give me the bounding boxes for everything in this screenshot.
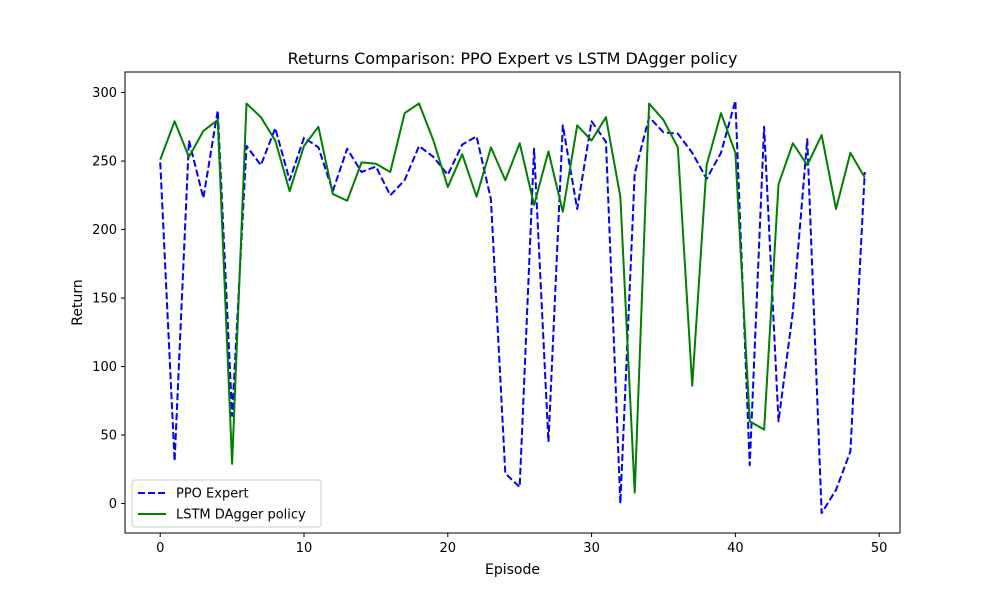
x-tick-label: 20 bbox=[440, 541, 457, 556]
series-line-1 bbox=[159, 99, 866, 515]
y-tick-label: 200 bbox=[92, 223, 117, 238]
x-axis: 0 10 20 30 40 50 bbox=[156, 533, 887, 556]
series-layer bbox=[159, 99, 866, 515]
x-tick-label: 30 bbox=[583, 541, 600, 556]
x-tick-label: 50 bbox=[871, 541, 888, 556]
series-line-2 bbox=[159, 102, 866, 494]
x-axis-label: Episode bbox=[485, 562, 540, 578]
y-tick-label: 50 bbox=[100, 429, 117, 444]
y-tick-label: 300 bbox=[92, 86, 117, 101]
y-tick-label: 250 bbox=[92, 155, 117, 170]
chart-title: Returns Comparison: PPO Expert vs LSTM D… bbox=[288, 49, 738, 68]
x-tick-label: 10 bbox=[296, 541, 313, 556]
legend-label-2: LSTM DAgger policy bbox=[176, 508, 306, 523]
legend-box bbox=[131, 479, 322, 528]
x-tick-label: 40 bbox=[727, 541, 744, 556]
x-tick-label: 0 bbox=[156, 541, 164, 556]
legend-label-1: PPO Expert bbox=[176, 487, 249, 502]
legend: PPO Expert LSTM DAgger policy bbox=[131, 479, 322, 528]
y-axis-label: Return bbox=[70, 279, 86, 325]
y-tick-label: 100 bbox=[92, 360, 117, 375]
y-tick-label: 150 bbox=[92, 292, 117, 307]
y-tick-label: 0 bbox=[109, 497, 117, 512]
plot-area bbox=[124, 71, 901, 534]
y-axis: 0 50 100 150 200 250 300 bbox=[92, 86, 125, 512]
plot-frame bbox=[124, 71, 901, 534]
